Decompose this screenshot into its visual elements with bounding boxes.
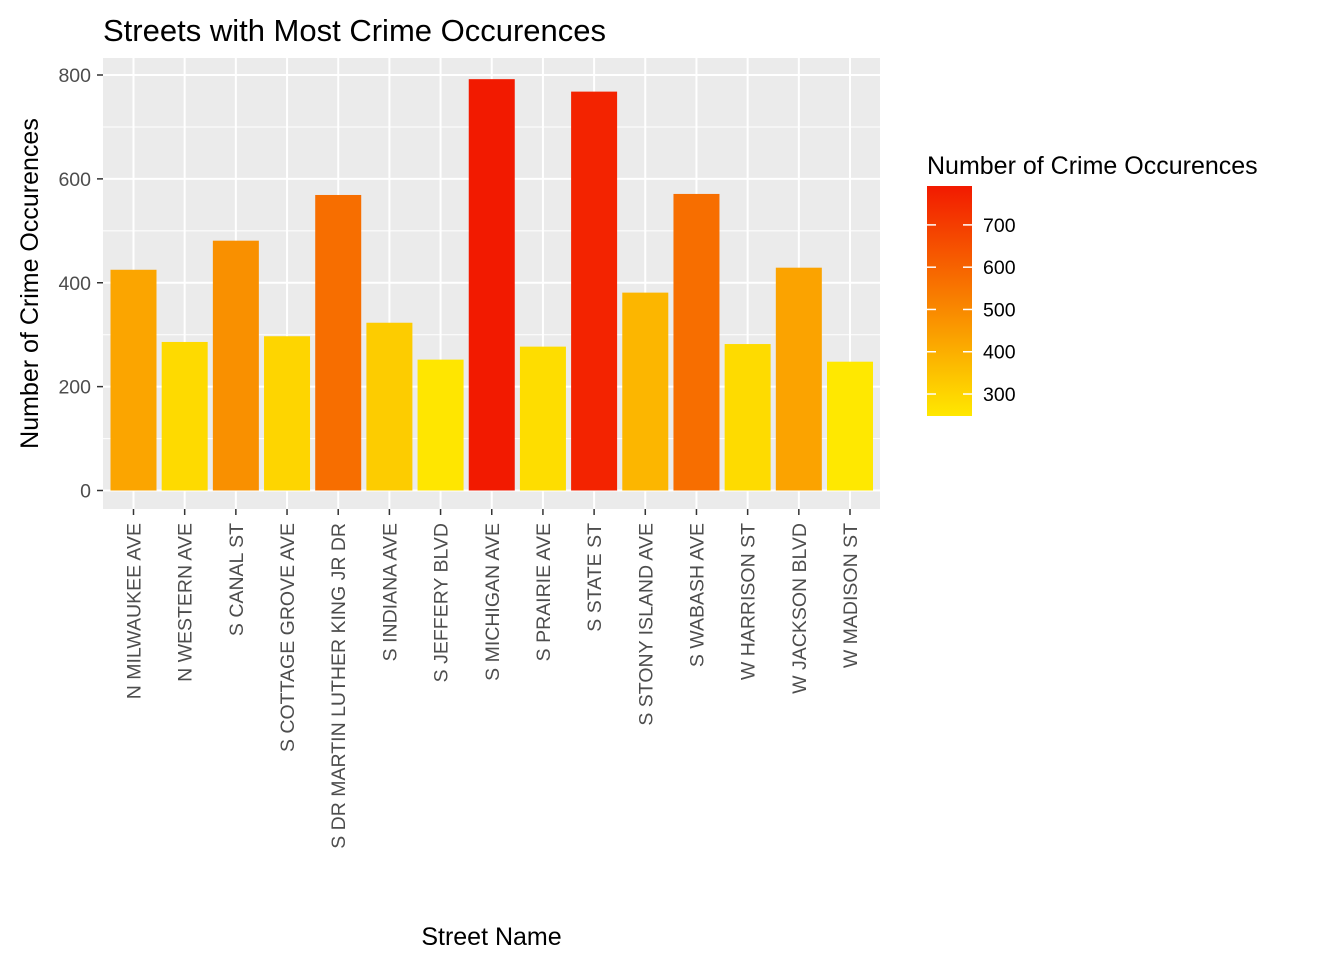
x-tick-label: S STATE ST: [584, 523, 606, 632]
bar: [161, 341, 208, 491]
legend-tick-label: 500: [983, 299, 1016, 321]
x-tick-label: W JACKSON BLVD: [789, 523, 811, 694]
legend-tick-label: 600: [983, 257, 1016, 279]
bar: [110, 269, 157, 491]
x-tick-label: S INDIANA AVE: [379, 523, 401, 661]
color-legend: Number of Crime Occurences 300 400 500 600 7…: [927, 152, 1258, 416]
x-axis-title: Street Name: [421, 923, 561, 951]
y-tick-label: 800: [58, 65, 91, 87]
y-tick-label: 400: [58, 273, 91, 295]
x-axis: N MILWAUKEE AVE N WESTERN AVE S CANAL ST S …: [124, 509, 862, 849]
y-axis: 0 200 400 600 800: [58, 65, 103, 503]
bar: [775, 267, 822, 491]
x-tick-label: S COTTAGE GROVE AVE: [277, 523, 299, 752]
bar: [827, 361, 873, 491]
bar: [571, 91, 618, 491]
x-tick-label: S PRAIRIE AVE: [533, 523, 555, 661]
bar: [673, 193, 720, 491]
x-tick-label: S STONY ISLAND AVE: [635, 523, 657, 726]
bar: [417, 359, 464, 491]
chart-title: Streets with Most Crime Occurences: [103, 13, 606, 48]
y-tick-label: 200: [58, 377, 91, 399]
x-tick-label: S DR MARTIN LUTHER KING JR DR: [328, 523, 350, 849]
bars-group: [110, 79, 873, 491]
legend-ticks: 300 400 500 600 700: [927, 215, 1016, 406]
bar: [212, 240, 259, 491]
bar: [519, 346, 566, 491]
bar: [264, 336, 311, 491]
x-tick-label: N MILWAUKEE AVE: [124, 523, 146, 699]
y-tick-label: 600: [58, 169, 91, 191]
bar: [468, 79, 515, 491]
bar: [366, 322, 413, 491]
bar: [724, 344, 771, 491]
x-tick-label: W MADISON ST: [840, 523, 862, 668]
x-tick-label: S CANAL ST: [226, 523, 248, 636]
x-tick-label: S JEFFERY BLVD: [431, 523, 453, 682]
bar: [315, 194, 362, 491]
x-tick-label: W HARRISON ST: [738, 523, 760, 680]
bar: [622, 292, 669, 491]
legend-tick-label: 700: [983, 215, 1016, 237]
legend-tick-label: 300: [983, 384, 1016, 406]
y-axis-title: Number of Crime Occurences: [16, 118, 44, 449]
legend-tick-label: 400: [983, 342, 1016, 364]
x-tick-label: N WESTERN AVE: [175, 523, 197, 682]
x-tick-label: S WABASH AVE: [686, 523, 708, 667]
y-tick-label: 0: [80, 481, 91, 503]
x-tick-label: S MICHIGAN AVE: [482, 523, 504, 681]
legend-colorbar: [927, 186, 972, 416]
legend-title: Number of Crime Occurences: [927, 152, 1258, 180]
